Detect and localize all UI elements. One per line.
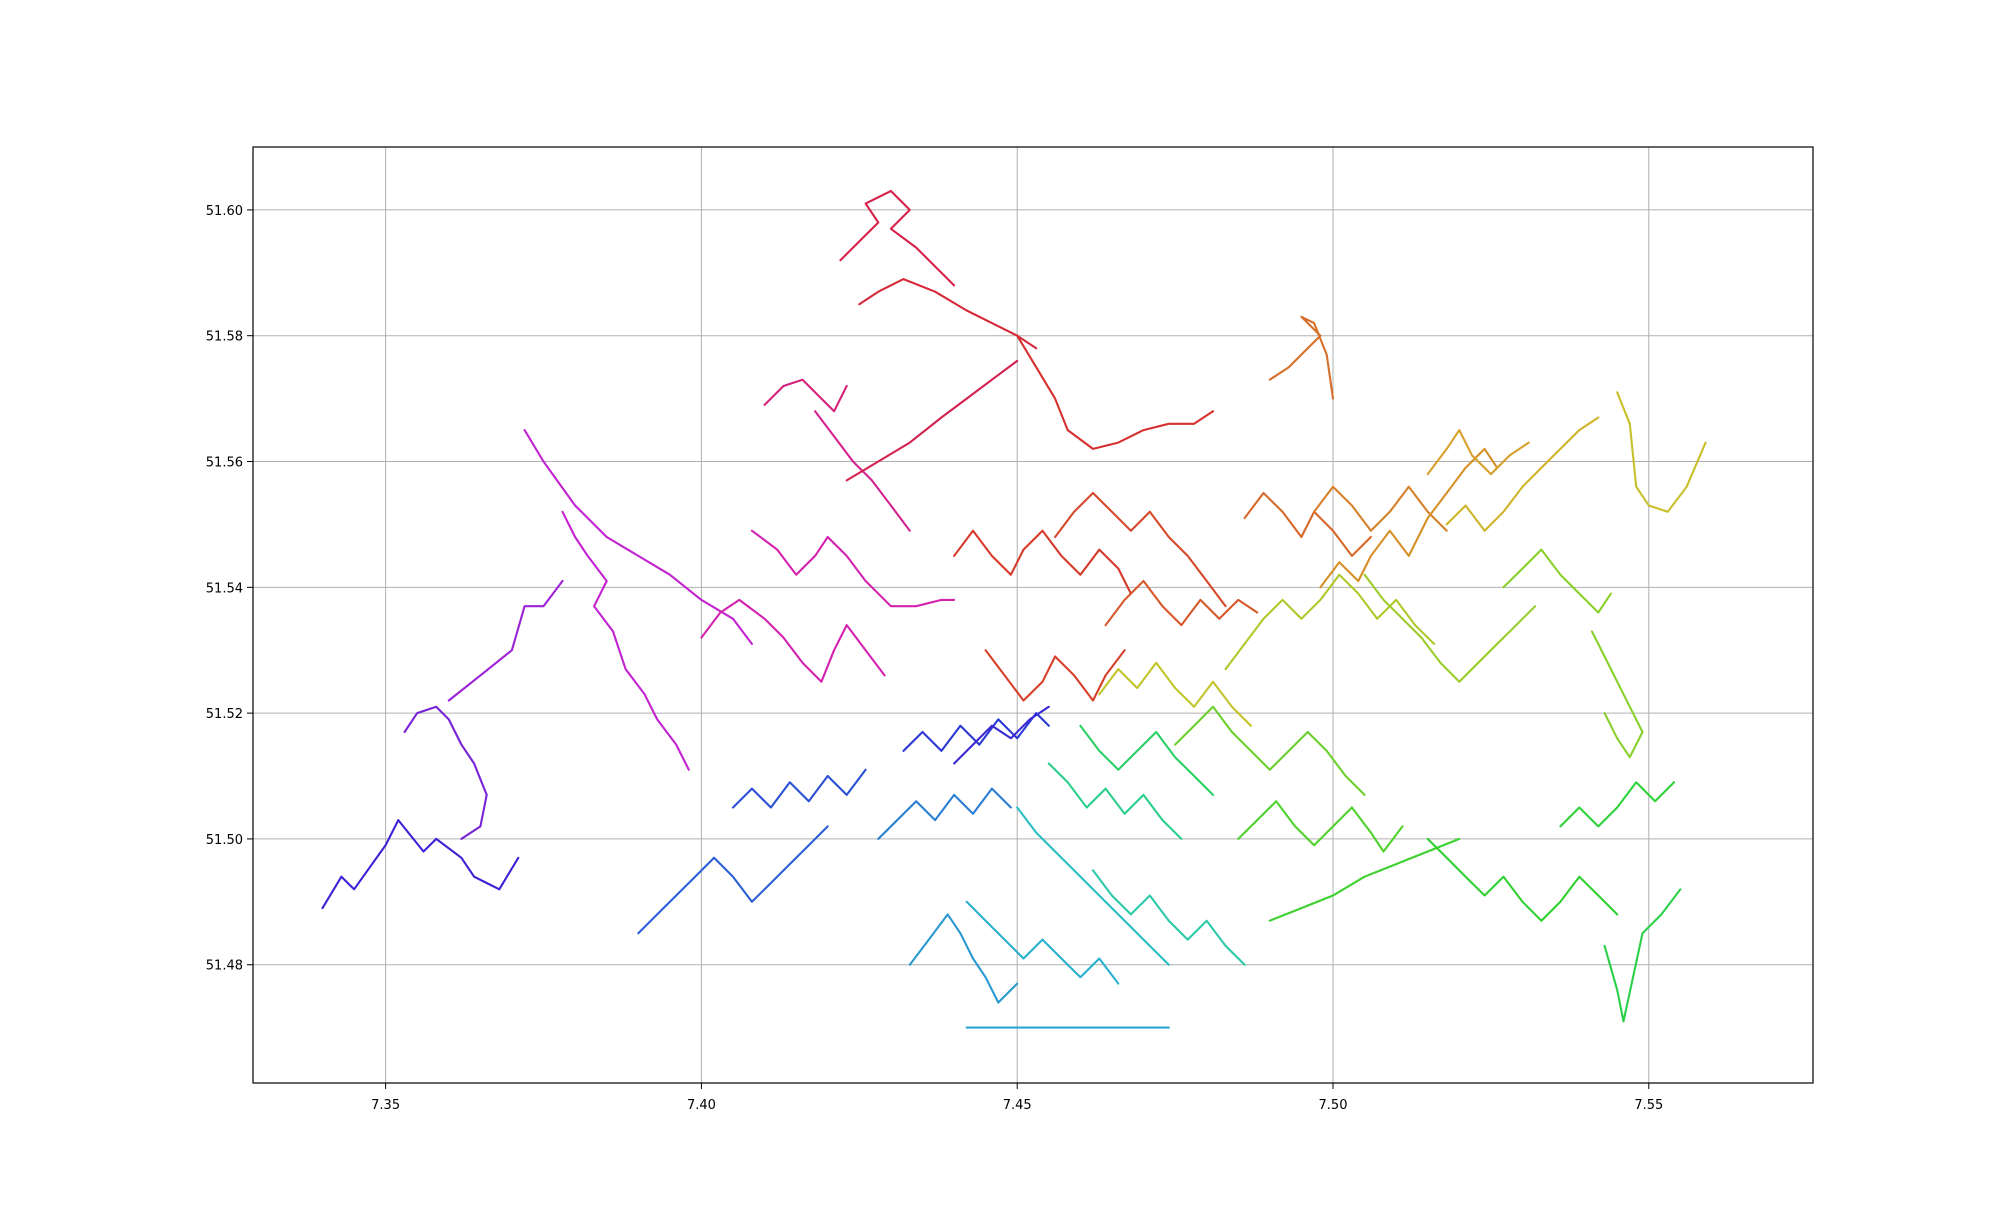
route-line-22 [1426, 429, 1530, 476]
route-line-25 [1098, 661, 1252, 727]
route-line-33 [1426, 837, 1619, 922]
route-lines [321, 189, 1707, 1029]
route-line-21 [1319, 447, 1499, 589]
route-line-17 [1104, 579, 1259, 627]
y-tick-label: 51.58 [206, 330, 243, 345]
y-tick-label: 51.50 [206, 833, 243, 848]
route-line-24 [1616, 391, 1707, 513]
route-line-35 [1603, 888, 1682, 1023]
route-line-11 [839, 189, 956, 287]
route-line-14 [953, 529, 1132, 595]
route-line-27 [1363, 573, 1537, 683]
route-line-15 [984, 649, 1126, 702]
route-line-3 [447, 579, 564, 702]
route-line-36 [1079, 724, 1215, 796]
x-tick-label: 7.45 [1003, 1098, 1032, 1113]
route-line-42 [908, 913, 1019, 1004]
route-line-29 [1590, 630, 1644, 759]
y-tick-label: 51.60 [206, 204, 243, 219]
route-line-40 [965, 900, 1120, 985]
route-line-43 [877, 787, 1012, 840]
route-line-26 [1224, 573, 1436, 671]
grid-lines [253, 147, 1813, 1083]
route-line-46 [902, 712, 1050, 752]
route-line-28 [1502, 548, 1612, 614]
route-line-13 [1016, 334, 1215, 450]
x-tick-label: 7.35 [371, 1098, 400, 1113]
x-tick-label: 7.40 [687, 1098, 716, 1113]
route-line-9 [763, 378, 848, 413]
route-line-1 [321, 819, 520, 910]
y-tick-label: 51.52 [206, 707, 243, 722]
y-tick-label: 51.54 [206, 581, 243, 596]
route-line-7 [750, 529, 956, 608]
x-tick-label: 7.55 [1634, 1098, 1663, 1113]
route-line-4 [561, 510, 690, 771]
route-line-5 [523, 429, 753, 645]
route-line-31 [1237, 800, 1404, 853]
axes: 7.35 7.40 7.45 7.50 7.55 51.48 51.50 51.52 51.54… [206, 204, 1663, 1113]
route-line-6 [700, 598, 886, 683]
route-line-12 [858, 278, 1038, 350]
route-line-20 [1313, 485, 1448, 532]
route-line-19 [1268, 315, 1335, 400]
route-line-2 [403, 705, 488, 840]
route-line-18 [1243, 491, 1372, 557]
route-line-34 [1559, 781, 1676, 828]
route-line-23 [1445, 416, 1600, 532]
route-line-45 [731, 768, 867, 809]
route-line-39 [1016, 806, 1170, 966]
route-line-37 [1047, 762, 1183, 840]
route-line-44 [637, 825, 829, 935]
route-line-16 [1054, 491, 1227, 608]
plot-frame [252, 146, 1814, 1084]
route-line-38 [1091, 869, 1246, 966]
y-tick-label: 51.48 [206, 959, 243, 974]
route-line-32 [1268, 837, 1461, 922]
route-line-47 [953, 705, 1050, 765]
route-line-30 [1174, 705, 1366, 796]
y-tick-label: 51.56 [206, 456, 243, 471]
route-line-10 [845, 359, 1019, 482]
x-tick-label: 7.50 [1319, 1098, 1348, 1113]
